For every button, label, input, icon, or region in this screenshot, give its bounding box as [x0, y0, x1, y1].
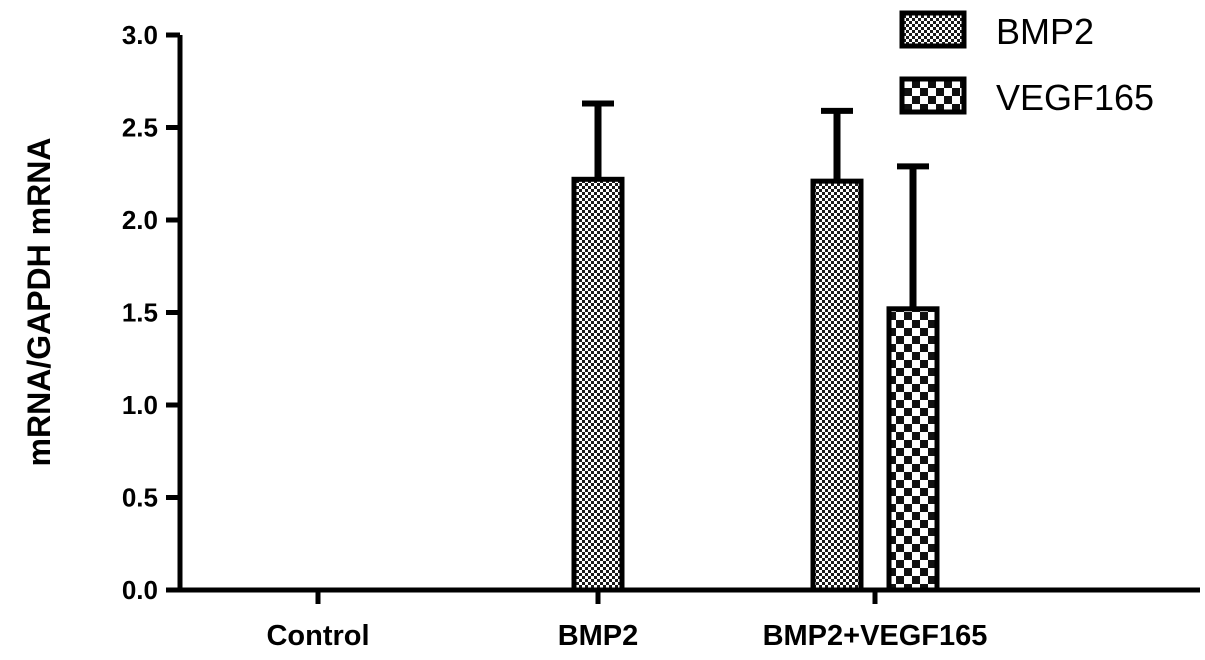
bars — [571, 100, 940, 593]
bar-bmp2-bmp2-vegf165 — [810, 178, 864, 593]
bar-vegf165-bmp2-vegf165 — [886, 306, 940, 593]
y-axis-title: mRNA/GAPDH mRNA — [21, 138, 57, 467]
y-tick-label: 1.5 — [122, 298, 158, 328]
y-tick-label: 3.0 — [122, 20, 158, 50]
x-tick-label: BMP2 — [558, 620, 639, 652]
legend-swatch-bmp2 — [899, 10, 967, 49]
x-axis-labels: Control BMP2 BMP2+VEGF165 — [266, 590, 987, 652]
bar-bmp2-bmp2 — [571, 176, 625, 593]
y-tick-label: 2.5 — [122, 113, 158, 143]
x-tick-label: Control — [266, 620, 369, 652]
y-tick-label: 0.0 — [122, 575, 158, 605]
y-tick-label: 2.0 — [122, 205, 158, 235]
legend-label-vegf165: VEGF165 — [996, 77, 1154, 118]
axes — [177, 35, 1200, 593]
x-tick-label: BMP2+VEGF165 — [763, 620, 988, 652]
legend-label-bmp2: BMP2 — [996, 11, 1094, 52]
y-tick-label: 1.0 — [122, 390, 158, 420]
y-axis-ticks: 0.0 0.5 1.0 1.5 2.0 2.5 3.0 — [122, 20, 180, 605]
y-tick-label: 0.5 — [122, 483, 158, 513]
legend: BMP2 VEGF165 — [899, 10, 1154, 118]
legend-swatch-vegf165 — [899, 76, 967, 115]
